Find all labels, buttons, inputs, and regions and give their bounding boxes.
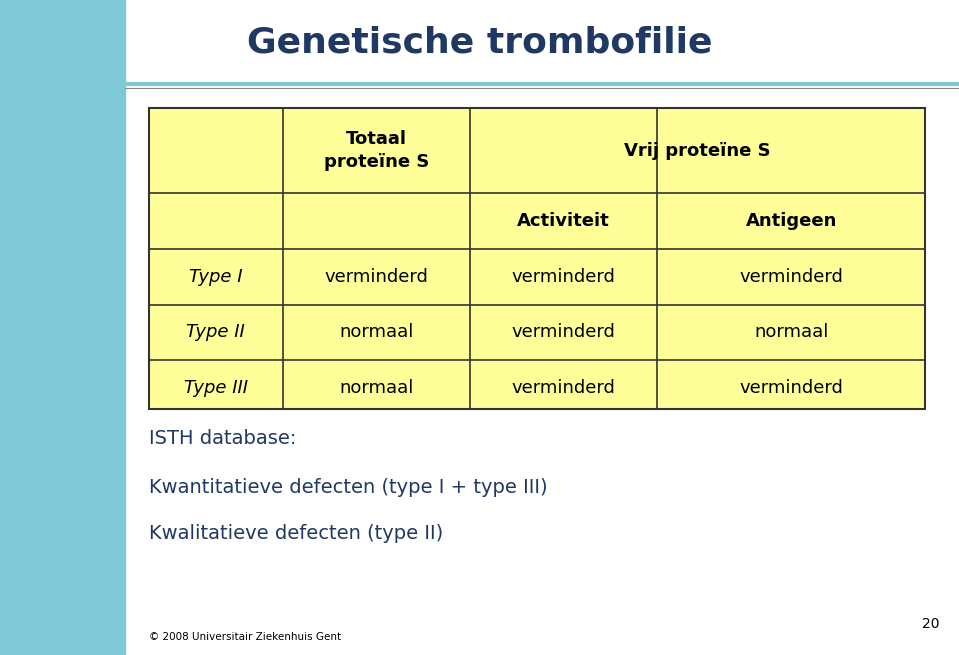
Text: verminderd: verminderd	[511, 268, 616, 286]
Text: verminderd: verminderd	[511, 379, 616, 397]
Text: normaal: normaal	[339, 379, 413, 397]
Text: Kwantitatieve defecten (type I + type III): Kwantitatieve defecten (type I + type II…	[149, 478, 548, 498]
Text: verminderd: verminderd	[511, 324, 616, 341]
Text: Type III: Type III	[184, 379, 247, 397]
Text: Vrij proteïne S: Vrij proteïne S	[624, 141, 771, 160]
Text: © 2008 Universitair Ziekenhuis Gent: © 2008 Universitair Ziekenhuis Gent	[149, 631, 340, 642]
Text: verminderd: verminderd	[739, 379, 843, 397]
Text: verminderd: verminderd	[739, 268, 843, 286]
Text: verminderd: verminderd	[324, 268, 429, 286]
Bar	[0, 0, 125, 655]
Text: Type I: Type I	[189, 268, 243, 286]
Text: Genetische trombofilie: Genetische trombofilie	[246, 26, 713, 60]
Text: Antigeen: Antigeen	[745, 212, 837, 230]
Text: Totaal
proteïne S: Totaal proteïne S	[324, 130, 429, 172]
Text: Activiteit: Activiteit	[517, 212, 610, 230]
Text: Type II: Type II	[186, 324, 246, 341]
Text: ISTH database:: ISTH database:	[149, 429, 296, 449]
Text: normaal: normaal	[339, 324, 413, 341]
Text: 20: 20	[923, 616, 940, 631]
Text: normaal: normaal	[754, 324, 829, 341]
Text: Kwalitatieve defecten (type II): Kwalitatieve defecten (type II)	[149, 524, 443, 544]
Bar	[149, 108, 925, 409]
